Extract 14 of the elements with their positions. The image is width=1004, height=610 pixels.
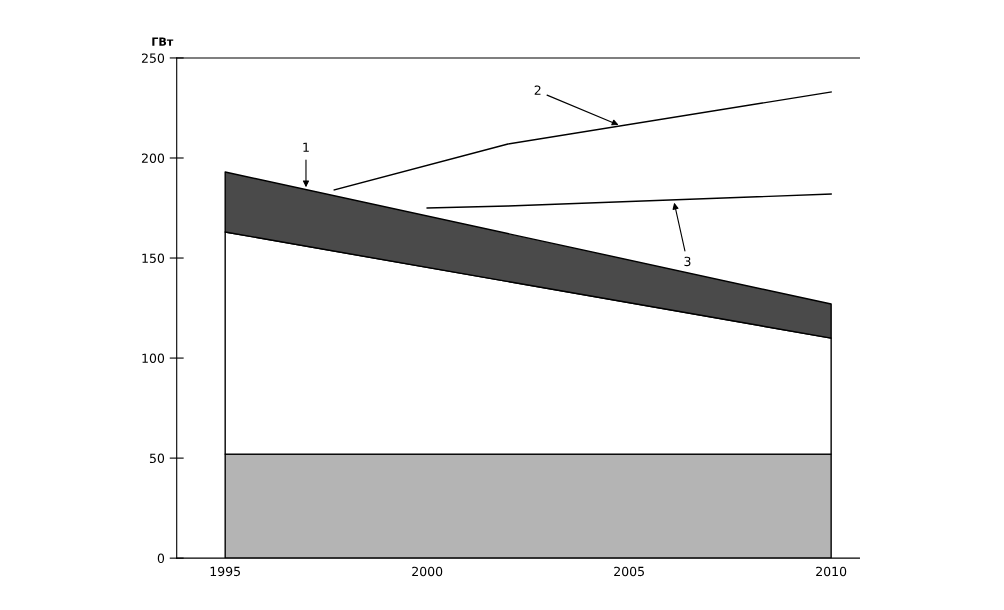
annotation: 2 — [534, 85, 541, 95]
x-tick-label: 2005 — [614, 566, 644, 577]
x-tick-label: 2010 — [816, 566, 847, 577]
x-tick-label: 2000 — [412, 566, 443, 577]
y-tick-label: 200 — [141, 153, 165, 163]
y-tick-label: 50 — [149, 453, 165, 464]
annotation: 1 — [303, 142, 309, 152]
y-tick-label: 250 — [141, 53, 165, 63]
x-tick-label: 1995 — [210, 566, 240, 577]
y-tick-label: 150 — [142, 253, 165, 263]
annotation: 3 — [684, 256, 691, 267]
y-tick-label: 0 — [157, 553, 165, 564]
y-tick-label: 100 — [142, 353, 165, 363]
y-axis-title: ГВт — [152, 37, 174, 46]
